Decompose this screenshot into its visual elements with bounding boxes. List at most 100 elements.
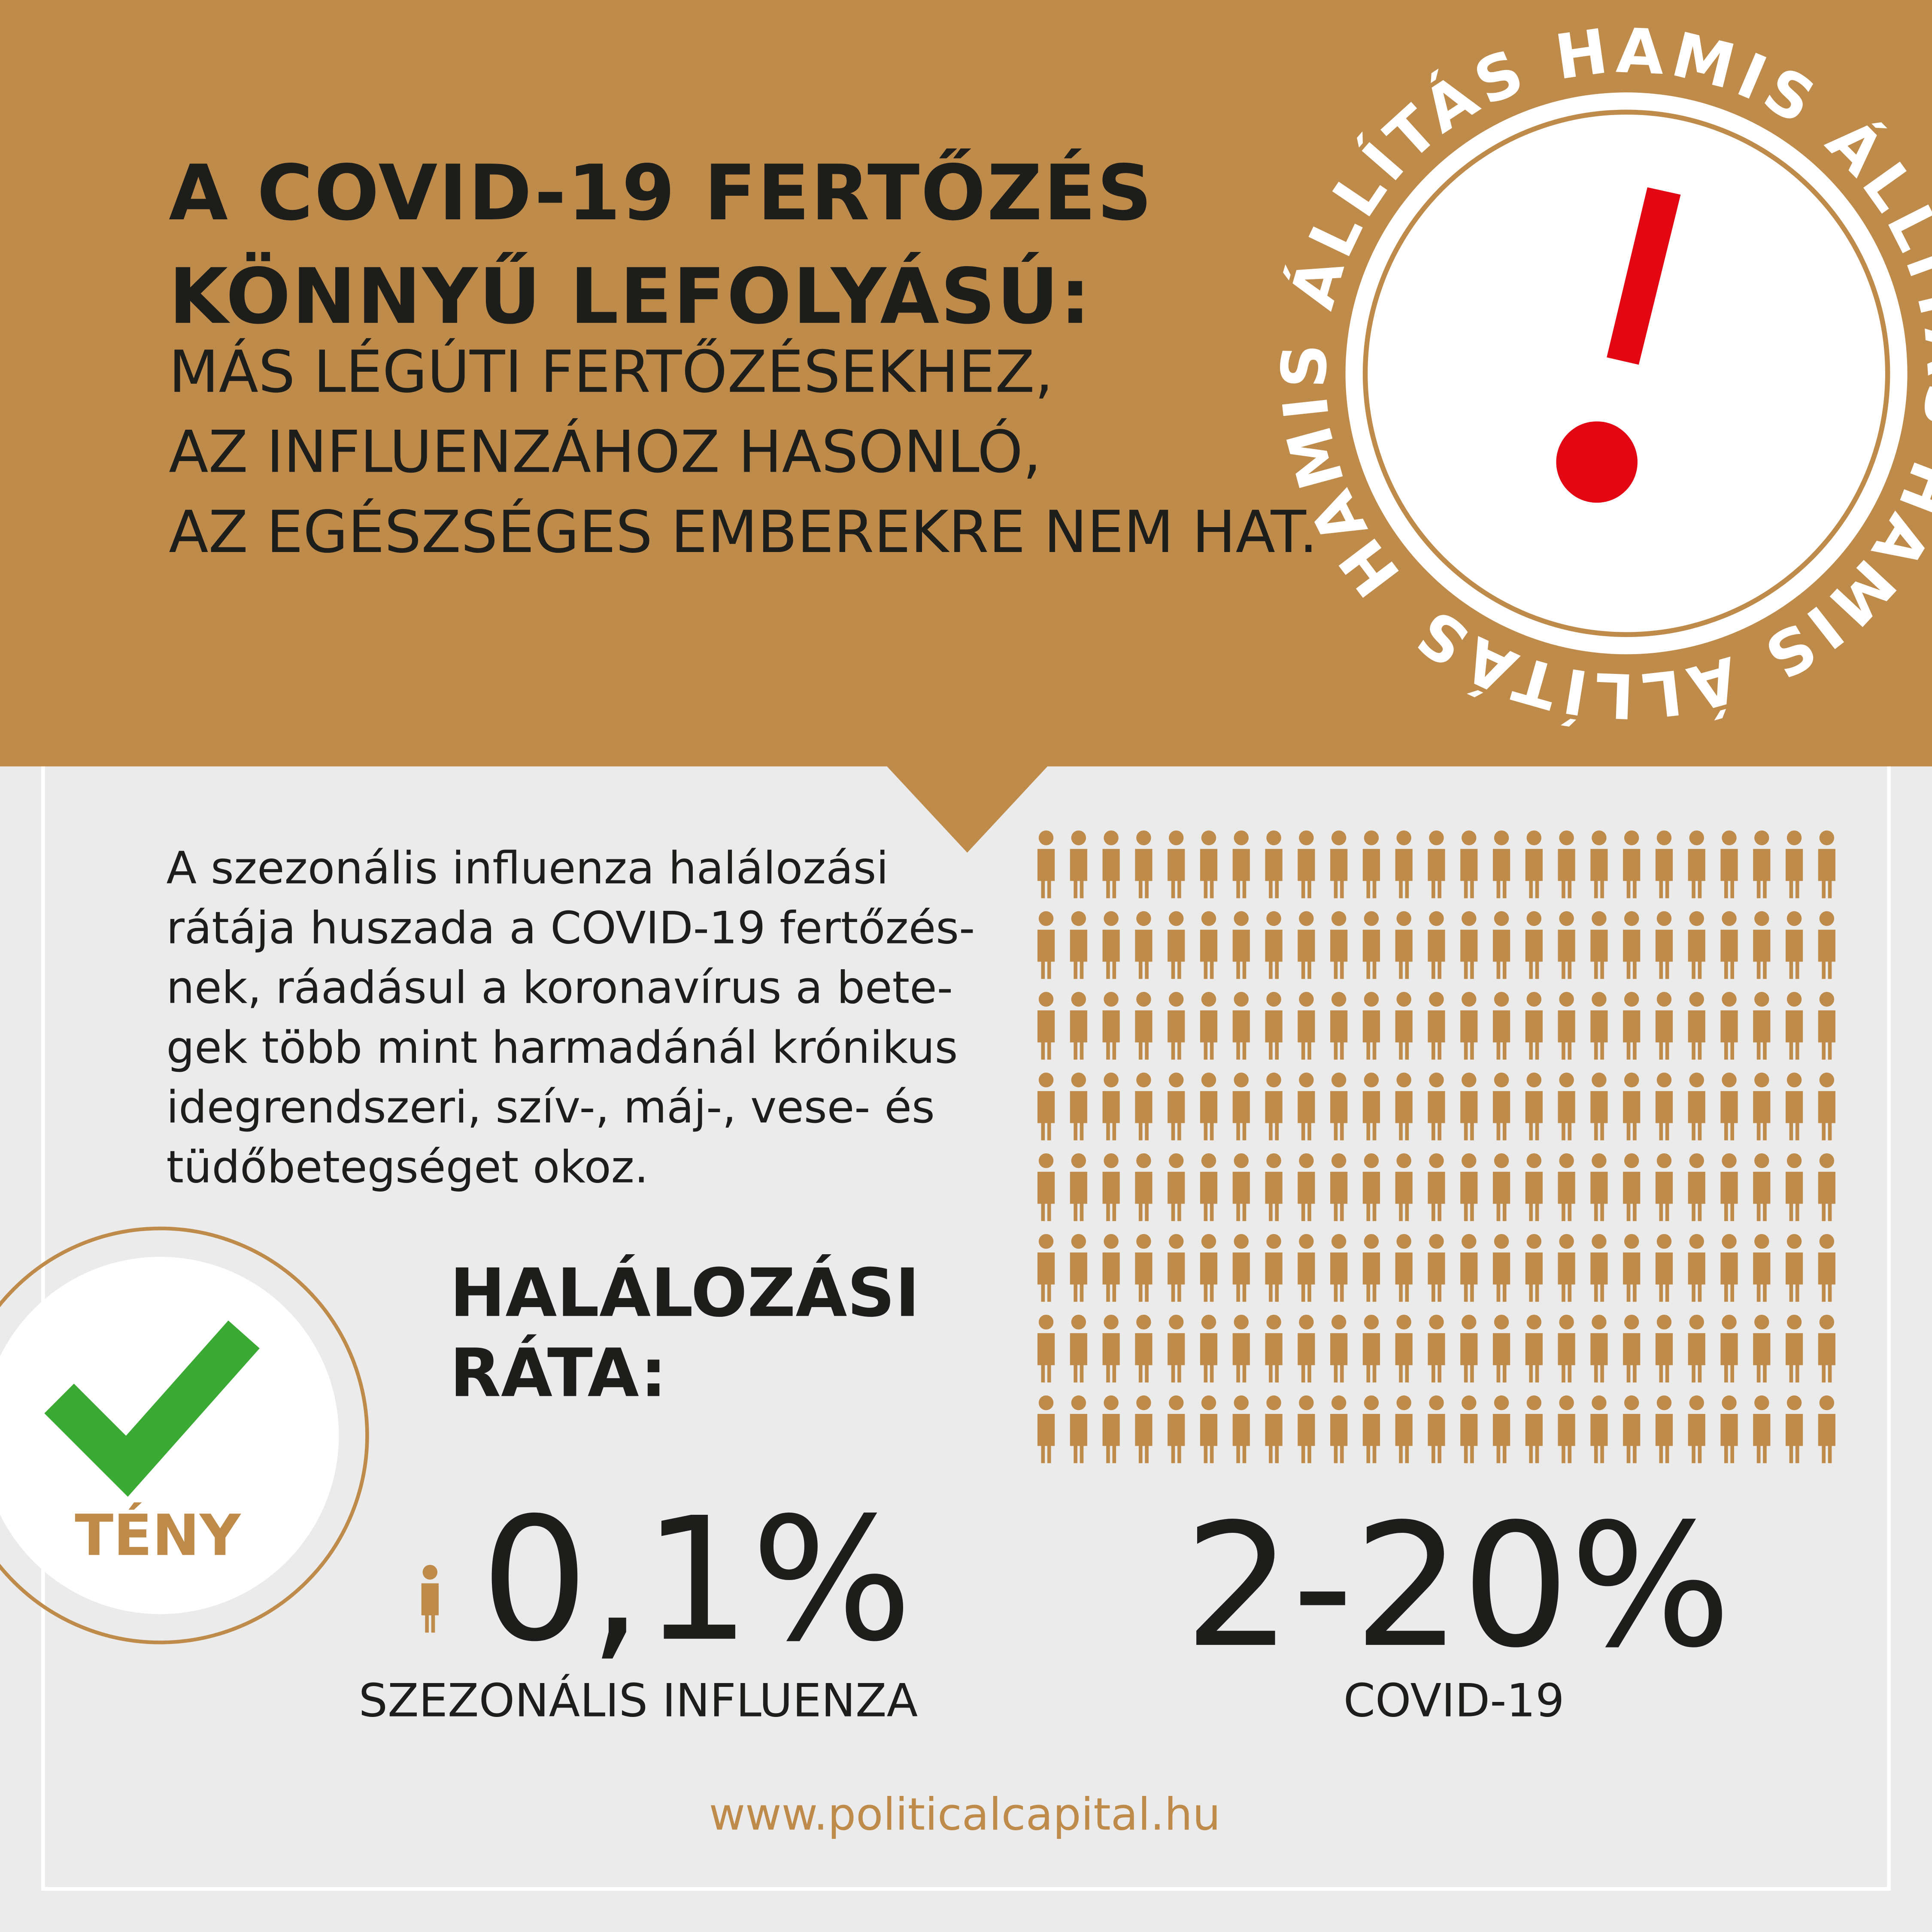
- icon-body: [1785, 929, 1803, 979]
- claim: MÁS LÉGÚTI FERTŐZÉSEKHEZ,: [169, 338, 1053, 406]
- person-icon: [1265, 911, 1283, 979]
- person-icon: [1395, 1234, 1413, 1302]
- icon-head: [1592, 1153, 1607, 1168]
- icon-body: [1590, 1091, 1608, 1140]
- icon-head: [1624, 992, 1639, 1007]
- icon-body: [1037, 929, 1055, 979]
- icon-body: [1070, 1171, 1087, 1221]
- icon-body: [1492, 849, 1510, 898]
- icon-body: [1037, 1333, 1055, 1383]
- icon-head: [1462, 1314, 1477, 1330]
- person-icon: [1655, 830, 1673, 898]
- person-icon: [1590, 830, 1608, 898]
- person-icon: [1298, 1234, 1315, 1302]
- paragraph-line: tüdőbetegséget okoz.: [167, 1141, 649, 1193]
- exclamation-bar: [1607, 187, 1681, 365]
- icon-head: [1786, 992, 1802, 1007]
- rate-label: COVID-19: [1344, 1674, 1565, 1728]
- icon-head: [1104, 1153, 1119, 1168]
- icon-body: [1395, 1010, 1413, 1060]
- icon-head: [1722, 911, 1737, 926]
- icon-body: [1460, 1333, 1478, 1383]
- icon-head: [1038, 1234, 1054, 1249]
- person-icon: [1265, 992, 1283, 1060]
- icon-head: [1754, 1314, 1769, 1330]
- person-icon: [1168, 1395, 1185, 1463]
- icon-body: [1590, 1252, 1608, 1302]
- icon-head: [1396, 1314, 1411, 1330]
- person-icon: [1265, 1153, 1283, 1221]
- icon-head: [1364, 830, 1379, 846]
- person-icon: [1395, 1395, 1413, 1463]
- icon-head: [1104, 1395, 1119, 1410]
- icon-head: [1201, 911, 1216, 926]
- icon-body: [1688, 849, 1705, 898]
- person-icon: [1785, 911, 1803, 979]
- icon-head: [1526, 1153, 1542, 1168]
- icon-body: [1655, 1333, 1673, 1383]
- icon-head: [1364, 1234, 1379, 1249]
- icon-body: [1102, 1091, 1120, 1140]
- person-icon: [1492, 1072, 1510, 1140]
- icon-head: [1722, 992, 1737, 1007]
- person-icon: [1753, 911, 1771, 979]
- icon-head: [1526, 911, 1542, 926]
- icon-body: [1753, 1333, 1771, 1383]
- person-icon: [1688, 1395, 1705, 1463]
- icon-body: [1590, 1413, 1608, 1463]
- icon-body: [1330, 1091, 1348, 1140]
- icon-body: [1135, 1333, 1153, 1383]
- icon-head: [1136, 1395, 1151, 1410]
- icon-head: [1038, 1072, 1054, 1088]
- icon-body: [1753, 849, 1771, 898]
- icon-head: [1656, 1153, 1672, 1168]
- icon-head: [1396, 1153, 1411, 1168]
- icon-head: [1754, 1153, 1769, 1168]
- icon-head: [1266, 830, 1281, 846]
- icon-body: [1688, 1333, 1705, 1383]
- icon-head: [1429, 911, 1444, 926]
- icon-head: [1266, 1395, 1281, 1410]
- person-icon: [1102, 1395, 1120, 1463]
- person-icon: [1753, 1314, 1771, 1383]
- icon-body: [1168, 1171, 1185, 1221]
- icon-head: [1722, 1314, 1737, 1330]
- person-icon: [1428, 1234, 1445, 1302]
- icon-body: [1102, 1413, 1120, 1463]
- icon-body: [1525, 1333, 1543, 1383]
- icon-head: [1104, 1314, 1119, 1330]
- person-icon: [1362, 1395, 1380, 1463]
- icon-body: [1168, 1010, 1185, 1060]
- icon-head: [1786, 1072, 1802, 1088]
- icon-body: [1037, 1091, 1055, 1140]
- person-icon: [1265, 830, 1283, 898]
- icon-body: [1200, 929, 1218, 979]
- person-icon: [1102, 1153, 1120, 1221]
- person-icon: [1818, 1153, 1835, 1221]
- icon-body: [1232, 1091, 1250, 1140]
- person-icon: [1558, 1072, 1575, 1140]
- icon-body: [1785, 1010, 1803, 1060]
- person-icon: [1688, 1234, 1705, 1302]
- icon-head: [1462, 1153, 1477, 1168]
- icon-head: [1819, 1395, 1835, 1410]
- icon-head: [1071, 911, 1086, 926]
- icon-body: [1200, 1010, 1218, 1060]
- icon-head: [1396, 1234, 1411, 1249]
- icon-head: [1331, 1153, 1347, 1168]
- person-icon: [1785, 992, 1803, 1060]
- icon-head: [1592, 1314, 1607, 1330]
- person-icon: [1525, 992, 1543, 1060]
- person-icon: [1623, 1234, 1641, 1302]
- person-icon: [1655, 1234, 1673, 1302]
- icon-body: [1298, 1413, 1315, 1463]
- person-icon: [1135, 1314, 1153, 1383]
- icon-body: [1655, 1171, 1673, 1221]
- person-icon: [1720, 992, 1738, 1060]
- person-icon: [1655, 1072, 1673, 1140]
- person-icon: [1428, 992, 1445, 1060]
- icon-head: [1559, 992, 1574, 1007]
- icon-body: [1265, 1010, 1283, 1060]
- icon-head: [1624, 1153, 1639, 1168]
- icon-body: [1623, 1252, 1641, 1302]
